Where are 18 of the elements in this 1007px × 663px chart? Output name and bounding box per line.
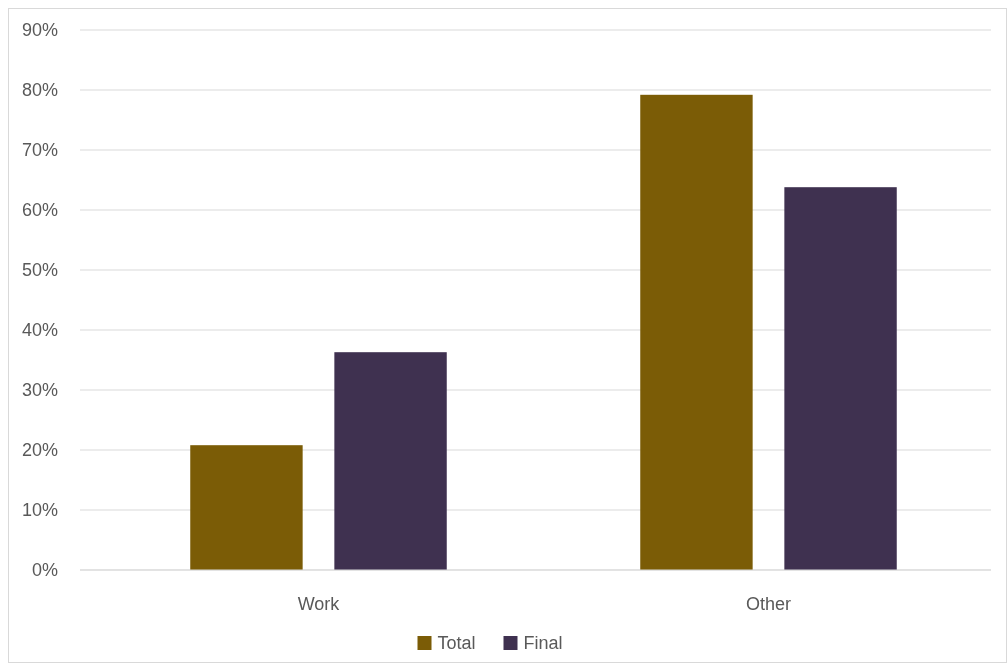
bar xyxy=(640,94,753,570)
y-tick-label: 90% xyxy=(21,20,58,41)
y-tick-label: 70% xyxy=(21,140,58,161)
bar xyxy=(784,187,897,570)
y-tick-label: 20% xyxy=(21,440,58,461)
bar xyxy=(190,445,303,570)
y-tick-label: 60% xyxy=(21,200,58,221)
x-tick-label: Work xyxy=(297,594,341,614)
y-tick-label: 30% xyxy=(21,380,58,401)
y-tick-label: 80% xyxy=(21,80,58,101)
x-tick-label: Other xyxy=(745,594,792,614)
y-tick-label: 10% xyxy=(21,500,58,521)
y-tick-label: 50% xyxy=(21,260,58,281)
legend-label: Final xyxy=(523,633,563,654)
y-tick-label: 0% xyxy=(31,560,58,581)
legend-label: Total xyxy=(437,633,476,654)
y-tick-label: 40% xyxy=(21,320,58,341)
bar xyxy=(334,352,447,570)
